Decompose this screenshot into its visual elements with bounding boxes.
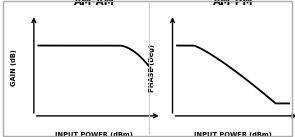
Text: GAIN (dB): GAIN (dB) xyxy=(11,49,17,86)
Text: AM-AM: AM-AM xyxy=(74,0,115,7)
Text: INPUT POWER (dBm): INPUT POWER (dBm) xyxy=(55,132,133,137)
Text: INPUT POWER (dBm): INPUT POWER (dBm) xyxy=(194,132,272,137)
Text: AM-PM: AM-PM xyxy=(213,0,253,7)
Text: PHASE (Deg): PHASE (Deg) xyxy=(149,44,155,92)
